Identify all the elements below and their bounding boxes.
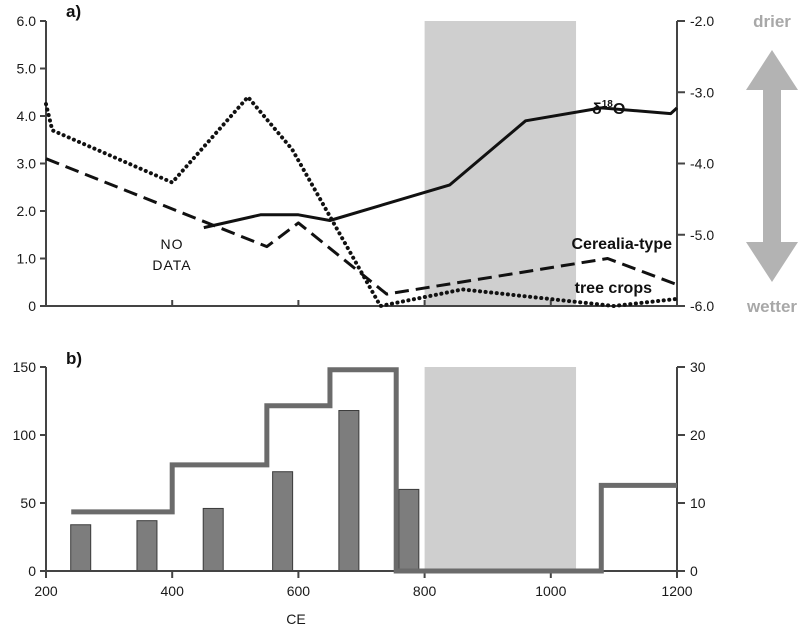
tick-label-b-left-2: 100 [13, 427, 37, 443]
shaded-period-a [424, 21, 577, 306]
wetter-label: wetter [746, 297, 797, 316]
bar-0 [70, 524, 92, 572]
panel-label-b: b) [66, 349, 82, 368]
tick-label-a-right-1: -3.0 [690, 84, 714, 100]
tick-label-x-0: 200 [34, 583, 58, 599]
bar-2 [202, 507, 224, 572]
series-line-tree-crops [44, 95, 679, 308]
series-label-d18o-superscript: 18 [602, 99, 614, 110]
panel-label-a: a) [66, 2, 81, 21]
tick-label-x-5: 1200 [661, 583, 692, 599]
series-label-cerealia: Cerealia-type [572, 236, 673, 253]
tick-label-x-4: 1000 [535, 583, 566, 599]
tick-label-x-1: 400 [161, 583, 185, 599]
tick-label-b-right-0: 0 [690, 563, 698, 579]
tick-label-a-right-0: -2.0 [690, 13, 714, 29]
series-layer [44, 95, 679, 574]
axes-layer [40, 20, 685, 578]
no-data-label-line-2: DATA [152, 257, 191, 273]
tick-label-a-right-2: -4.0 [690, 156, 714, 172]
tick-label-a-right-4: -6.0 [690, 298, 714, 314]
tick-label-b-left-0: 0 [28, 563, 36, 579]
tick-label-b-right-3: 30 [690, 359, 706, 375]
tick-label-a-left-3: 3.0 [17, 156, 37, 172]
step-series-line [71, 367, 677, 574]
tick-label-a-left-2: 2.0 [17, 203, 37, 219]
series-label-tree-crops: tree crops [575, 280, 652, 297]
tick-label-a-left-6: 6.0 [17, 13, 37, 29]
tick-label-x-2: 600 [287, 583, 311, 599]
drier-wetter-arrow-icon [746, 50, 798, 282]
bar-layer [70, 410, 420, 572]
series-line-18o [203, 106, 679, 230]
tick-label-b-right-2: 20 [690, 427, 706, 443]
drier-label: drier [753, 12, 791, 31]
bar-4 [338, 410, 360, 572]
series-label-d18o-delta: δ [592, 101, 602, 118]
series-label-d18o: δ18O [592, 99, 625, 118]
x-axis-label: CE [286, 611, 305, 627]
tick-label-a-left-5: 5.0 [17, 61, 37, 77]
series-line-cerealia-type [45, 157, 678, 296]
shaded-period-layer [424, 21, 577, 571]
bar-5 [398, 488, 420, 572]
no-data-label-line-1: NO [161, 236, 184, 252]
tick-label-b-right-1: 10 [690, 495, 706, 511]
tick-label-a-left-0: 0 [28, 298, 36, 314]
tick-label-a-right-3: -5.0 [690, 227, 714, 243]
series-label-d18o-o: O [613, 101, 625, 118]
bar-1 [136, 520, 158, 572]
shaded-period-b [424, 367, 577, 571]
tick-label-x-3: 800 [413, 583, 437, 599]
tick-label-b-left-3: 150 [13, 359, 37, 375]
tick-label-a-left-1: 1.0 [17, 251, 37, 267]
tick-label-a-left-4: 4.0 [17, 108, 37, 124]
tick-label-b-left-1: 50 [20, 495, 36, 511]
text-layer: 0 1.0 2.0 3.0 4.0 5.0 6.0 -2.0 -3.0 -4.0 -5.0 -6.0 0… [13, 2, 798, 627]
bar-3 [272, 471, 294, 572]
